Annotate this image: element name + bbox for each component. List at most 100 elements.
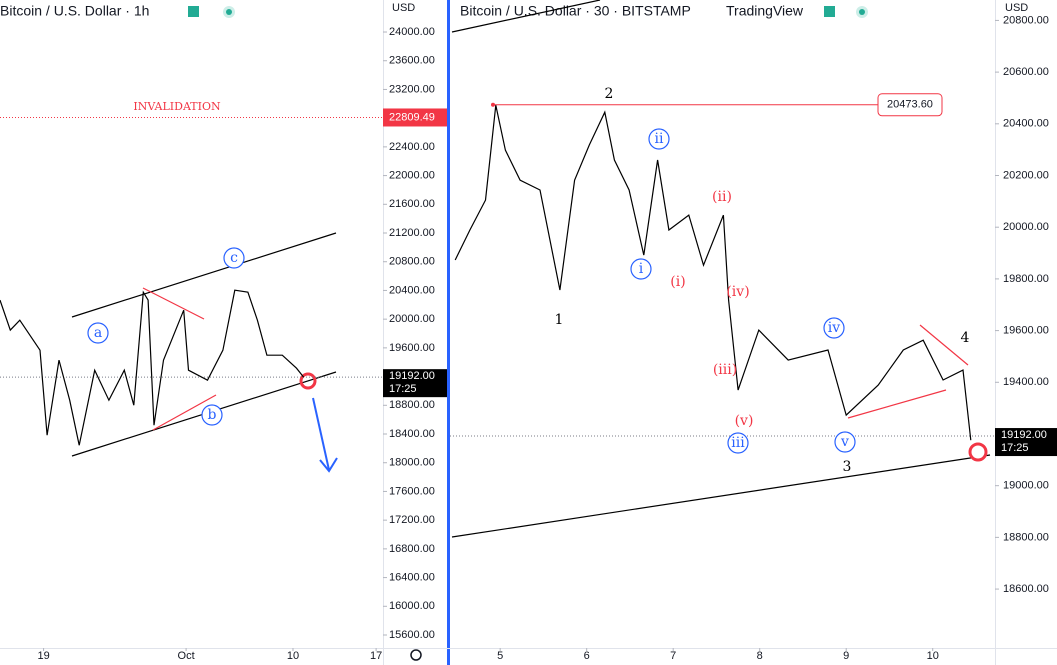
wave-circle (648, 128, 670, 150)
wave-label: (iii) (713, 362, 737, 378)
trend-line (142, 287, 205, 320)
y-tick-label: 20800.00 (1003, 14, 1049, 26)
wave-label: 4 (961, 330, 970, 346)
trend-line (451, 454, 991, 538)
pane-divider (447, 0, 450, 665)
y-tick-label: 19400.00 (1003, 376, 1049, 388)
y-tick-label: 20800.00 (389, 256, 435, 268)
y-tick-label: 17200.00 (389, 514, 435, 526)
x-tick-label: 9 (843, 650, 849, 662)
x-tick-label: 19 (37, 650, 49, 662)
wave-label: (i) (670, 274, 685, 290)
price-note-box (877, 93, 943, 117)
settings-icon[interactable] (410, 649, 422, 661)
x-tick-label: 8 (757, 650, 763, 662)
wave-label: 2 (605, 86, 614, 102)
price-box (383, 369, 447, 398)
y-tick-label: 20400.00 (389, 284, 435, 296)
x-tick-label: 6 (584, 650, 590, 662)
trend-line (451, 0, 601, 33)
source-label: TradingView (726, 3, 804, 19)
x-tick-label: 10 (287, 650, 299, 662)
wave-label: a (94, 325, 102, 341)
currency-label: USD (1005, 2, 1028, 14)
y-tick-label: 18600.00 (1003, 583, 1049, 595)
y-tick-label: 16800.00 (389, 543, 435, 555)
target-circle (968, 442, 988, 462)
wave-label: iii (731, 435, 745, 451)
price-note-anchor (491, 102, 495, 107)
trend-line (152, 394, 217, 431)
y-tick-label: 22000.00 (389, 169, 435, 181)
y-tick-label: 21600.00 (389, 198, 435, 210)
y-tick-label: 18800.00 (1003, 531, 1049, 543)
flag-icon (824, 6, 835, 17)
x-tick-label: 5 (497, 650, 503, 662)
wave-label: iv (828, 320, 840, 336)
y-tick-label: 16000.00 (389, 600, 435, 612)
y-tick-label: 23600.00 (389, 55, 435, 67)
flag-icon (188, 6, 199, 17)
arrow-head (319, 457, 338, 473)
y-tick-label: 15600.00 (389, 629, 435, 641)
arrow (312, 397, 330, 471)
x-tick-label: Oct (178, 650, 195, 662)
wave-label: v (840, 434, 849, 450)
y-tick-label: 20600.00 (1003, 66, 1049, 78)
wave-label: (ii) (712, 189, 732, 205)
y-tick-label: 20000.00 (1003, 221, 1049, 233)
price-box-label: 19192.00 (389, 370, 435, 382)
status-dot (859, 9, 865, 15)
wave-circle (823, 317, 845, 339)
y-tick-label: 18000.00 (389, 457, 435, 469)
price-line (0, 289, 305, 446)
y-tick-label: 21200.00 (389, 227, 435, 239)
y-tick-label: 17600.00 (389, 485, 435, 497)
wave-circle (87, 322, 109, 344)
y-tick-label: 16400.00 (389, 571, 435, 583)
y-tick-label: 20200.00 (1003, 169, 1049, 181)
price-box (383, 108, 447, 127)
y-tick-label: 19600.00 (1003, 324, 1049, 336)
status-dot (226, 9, 232, 15)
y-tick-label: 23200.00 (389, 83, 435, 95)
x-tick-label: 17 (370, 650, 382, 662)
wave-label: ii (655, 131, 664, 147)
y-tick-label: 18800.00 (389, 399, 435, 411)
x-tick-label: 7 (670, 650, 676, 662)
wave-label: (v) (735, 413, 754, 429)
y-tick-label: 19000.00 (1003, 480, 1049, 492)
currency-label: USD (392, 2, 415, 14)
channel-line (71, 232, 337, 318)
wave-circle (834, 431, 856, 453)
price-box-label: 19192.00 (1001, 429, 1047, 441)
wave-circle (201, 404, 223, 426)
price-box (995, 428, 1057, 457)
chart-title: Bitcoin / U.S. Dollar · 1h (0, 3, 149, 19)
y-tick-label: 20400.00 (1003, 118, 1049, 130)
target-circle (299, 372, 317, 390)
trend-line (847, 389, 947, 419)
y-tick-label: 18400.00 (389, 428, 435, 440)
y-tick-label: 24000.00 (389, 26, 435, 38)
chart-title: Bitcoin / U.S. Dollar · 30 · BITSTAMP (460, 3, 691, 19)
wave-circle (630, 258, 652, 280)
trend-line (919, 324, 969, 366)
y-tick-label: 19600.00 (389, 342, 435, 354)
y-tick-label: 20000.00 (389, 313, 435, 325)
wave-label: (iv) (726, 284, 749, 300)
y-tick-label: 22400.00 (389, 141, 435, 153)
wave-label: i (639, 261, 644, 277)
wave-label: 3 (843, 459, 852, 475)
x-tick-label: 10 (927, 650, 939, 662)
wave-circle (727, 432, 749, 454)
countdown-label: 17:25 (389, 383, 417, 395)
price-line (454, 105, 972, 441)
wave-circle (223, 247, 245, 269)
y-tick-label: 19800.00 (1003, 273, 1049, 285)
wave-label: 1 (555, 312, 564, 328)
wave-label: b (208, 407, 217, 423)
wave-label: INVALIDATION (133, 100, 221, 113)
